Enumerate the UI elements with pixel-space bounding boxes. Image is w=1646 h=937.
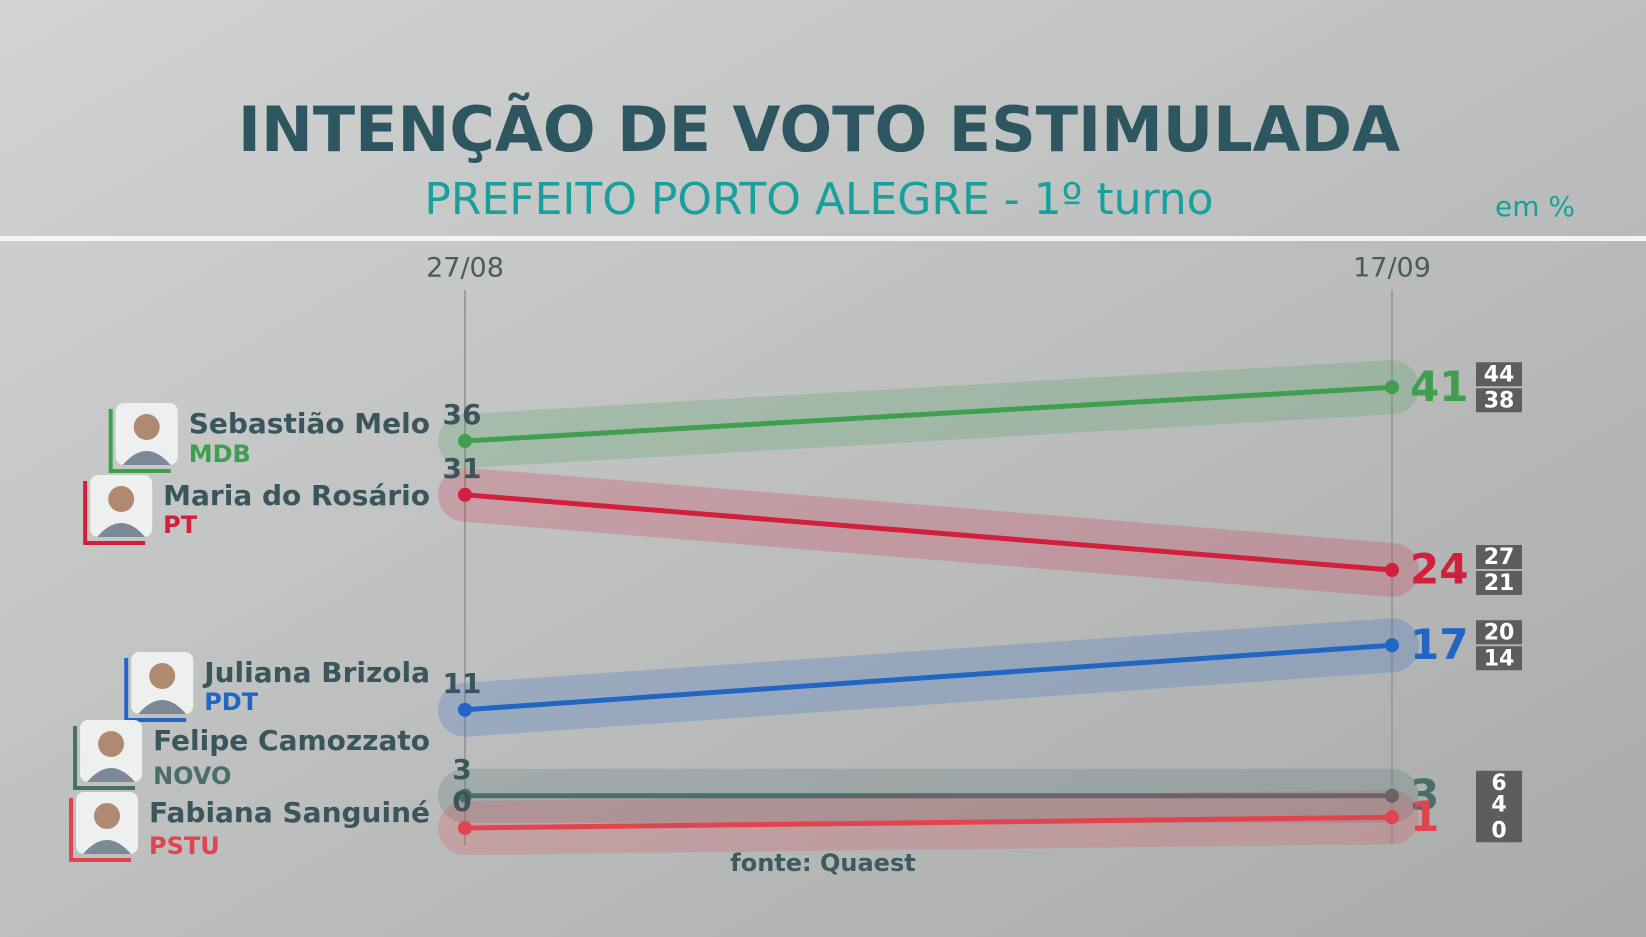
candidate-name: Sebastião Melo [189, 407, 430, 440]
point [1385, 638, 1399, 653]
point [1385, 380, 1399, 395]
interval-label: 6 [1491, 771, 1506, 796]
chart-subtitle: PREFEITO PORTO ALEGRE - 1º turno [424, 174, 1213, 225]
party-label: MDB [189, 440, 251, 468]
point [458, 821, 472, 835]
chart-title: INTENÇÃO DE VOTO ESTIMULADA [238, 93, 1400, 166]
end-value-label: 3 [1410, 770, 1439, 819]
photo-head [149, 663, 176, 689]
point [458, 487, 472, 502]
photo-bracket [108, 409, 171, 473]
photo-body [83, 840, 132, 854]
point [1385, 810, 1399, 825]
source: fonte: Quaest [730, 849, 915, 877]
point [458, 788, 472, 803]
line [464, 384, 1393, 444]
interval-label: 44 [1484, 362, 1515, 387]
header-rule [0, 236, 1646, 241]
interval-box [1476, 646, 1522, 671]
interval-box [1476, 620, 1522, 645]
start-value-label: 0 [452, 785, 471, 818]
start-value-label: 36 [443, 398, 482, 431]
photo-body [97, 523, 146, 537]
interval-label: 27 [1484, 545, 1515, 570]
line [464, 814, 1393, 831]
interval-box [1476, 362, 1522, 387]
interval-label: 14 [1484, 646, 1515, 671]
interval-label: 38 [1484, 388, 1515, 413]
photo-body [87, 768, 136, 782]
end-value-label: 41 [1410, 362, 1468, 411]
end-value-label: 24 [1410, 545, 1468, 594]
interval-box [1476, 818, 1522, 843]
candidate-name: Felipe Camozzato [153, 724, 430, 757]
photo-bracket [83, 481, 146, 545]
photo-head [94, 803, 121, 829]
party-label: PT [163, 511, 198, 539]
candidate-name: Maria do Rosário [163, 479, 430, 512]
photo-body [138, 700, 187, 714]
photo-bracket [73, 726, 136, 790]
start-value-label: 31 [443, 452, 482, 485]
party-label: NOVO [153, 762, 231, 790]
interval-box [1476, 571, 1522, 595]
party-label: PSTU [149, 832, 220, 860]
interval-label: 4 [1491, 792, 1506, 817]
interval-box [1476, 770, 1522, 795]
end-value-label: 17 [1410, 620, 1468, 669]
interval-label: 21 [1484, 571, 1515, 596]
photo-body [122, 451, 171, 465]
interval-label: 0 [1491, 818, 1506, 843]
point [458, 434, 472, 448]
interval-box [1476, 388, 1522, 413]
interval-box [1476, 545, 1522, 569]
point [1385, 788, 1399, 803]
point [458, 702, 472, 717]
unit-label: em % [1495, 190, 1575, 223]
photo-head [108, 486, 135, 512]
party-label: PDT [204, 688, 259, 716]
x-tick-label: 27/08 [426, 253, 504, 284]
x-tick-label: 17/09 [1353, 253, 1431, 284]
candidate-name: Juliana Brizola [202, 656, 430, 689]
photo-head [133, 414, 160, 440]
start-value-label: 11 [443, 667, 482, 700]
line [464, 492, 1393, 573]
line [464, 642, 1393, 713]
interval-box [1476, 792, 1522, 817]
start-value-label: 3 [452, 753, 471, 786]
point [1385, 563, 1399, 577]
photo-head [98, 731, 125, 757]
photo-bracket [69, 798, 132, 862]
interval-label: 20 [1484, 620, 1515, 645]
end-value-label: 1 [1410, 792, 1439, 841]
candidate-name: Fabiana Sanguiné [149, 796, 430, 829]
